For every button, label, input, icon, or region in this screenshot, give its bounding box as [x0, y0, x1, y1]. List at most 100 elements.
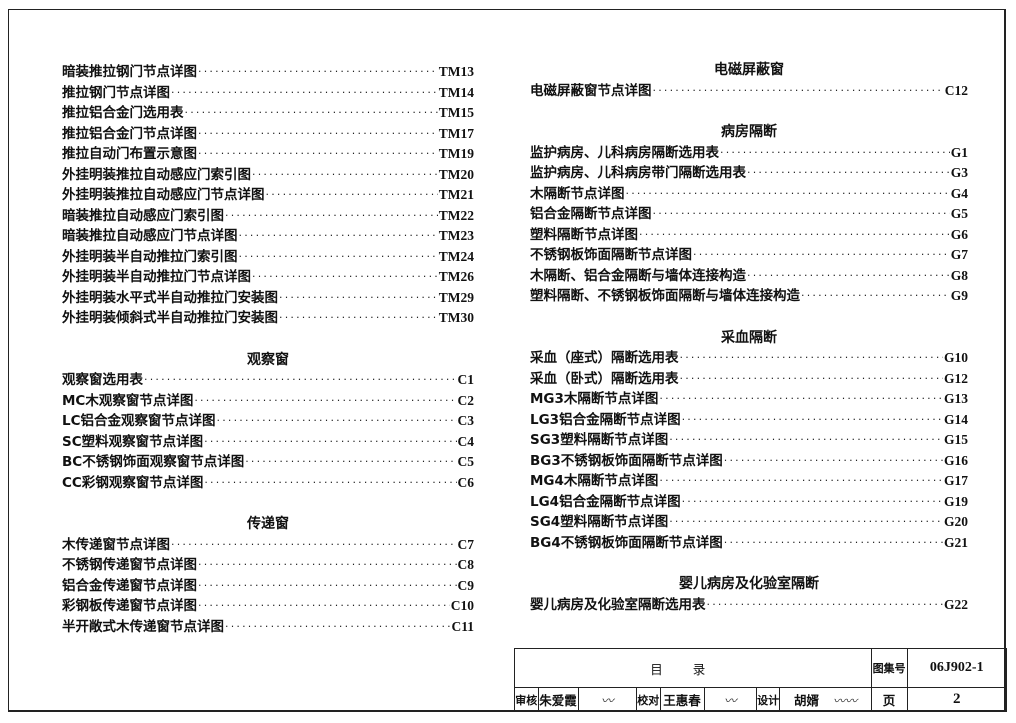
toc-entry: 暗装推拉自动感应门节点详图 ···························… — [62, 226, 474, 247]
dot-leader: ········································… — [747, 268, 950, 282]
toc-entry-title: BG3不锈钢板饰面隔断节点详图 — [530, 452, 723, 469]
toc-entry-title: 木传递窗节点详图 — [62, 536, 170, 553]
toc-entry-page: G17 — [943, 473, 968, 488]
dot-leader: ········································… — [245, 455, 456, 468]
toc-entry-page: TM13 — [438, 64, 474, 79]
toc-entry-title: 木隔断节点详图 — [530, 185, 625, 202]
toc-entry: BG3不锈钢板饰面隔断节点详图 ·························… — [530, 451, 968, 472]
dot-leader: ········································… — [693, 248, 950, 261]
toc-entry: 推拉钢门节点详图 ································… — [62, 83, 474, 104]
dot-leader: ········································… — [204, 434, 457, 448]
toc-entry-page: C2 — [457, 392, 475, 408]
toc-entry-page: G9 — [950, 288, 968, 303]
toc-entry-page: TM29 — [438, 289, 474, 305]
dot-leader: ········································… — [225, 208, 438, 222]
toc-entry-title: MG4木隔断节点详图 — [530, 473, 659, 489]
section-heading: 采血隔断 — [721, 329, 777, 346]
dot-leader: ········································… — [198, 558, 457, 571]
toc-entry-page: G13 — [943, 391, 968, 406]
dot-leader: ········································… — [198, 599, 450, 612]
toc-entry: 推拉铝合金门选用表 ·······························… — [62, 103, 474, 124]
dot-leader: ········································… — [198, 147, 438, 160]
toc-entry: 塑料隔断节点详图 ································… — [530, 225, 968, 246]
toc-entry-title: 采血（座式）隔断选用表 — [530, 350, 679, 366]
toc-entry: 铝合金传递窗节点详图 ······························… — [62, 576, 474, 597]
toc-entry: 外挂明装半自动推拉门节点详图 ··························… — [62, 267, 474, 288]
toc-entry-page: G14 — [943, 411, 968, 427]
toc-entry-page: C3 — [457, 413, 475, 428]
dot-leader: ········································… — [198, 578, 457, 592]
dot-leader: ········································… — [171, 85, 438, 99]
toc-entry-page: G20 — [943, 514, 968, 529]
toc-entry-page: G21 — [943, 534, 968, 550]
dot-leader: ········································… — [723, 453, 943, 467]
title-block: 目录 图集号 06J902-1 审核 朱爱霞 〰 校对 王惠春 〰 设计 胡婿〰… — [514, 648, 1007, 712]
toc-entry-page: TM23 — [438, 228, 474, 243]
dot-leader: ········································… — [252, 270, 438, 283]
toc-entry: SG4塑料隔断节点详图 ·····························… — [530, 512, 968, 533]
review-label: 审核 — [514, 687, 539, 712]
dot-leader: ········································… — [723, 535, 943, 549]
page-label: 页 — [870, 687, 908, 712]
toc-entry-title: BG4不锈钢板饰面隔断节点详图 — [530, 534, 723, 551]
toc-entry-title: 暗装推拉自动感应门节点详图 — [62, 228, 238, 244]
toc-entry: LG3铝合金隔断节点详图 ····························… — [530, 410, 968, 431]
drawing-frame — [8, 9, 1006, 712]
dot-leader: ········································… — [679, 351, 943, 364]
section-heading: 电磁屏蔽窗 — [714, 62, 784, 78]
toc-entry: 铝合金隔断节点详图 ·······························… — [530, 204, 968, 225]
toc-entry-page: C8 — [457, 557, 475, 572]
checker-name: 王惠春 — [659, 687, 705, 712]
document-title: 目录 — [514, 648, 872, 688]
toc-entry: 彩钢板传递窗节点详图 ······························… — [62, 596, 474, 617]
toc-entry: 木传递窗节点详图 ································… — [62, 535, 474, 556]
toc-entry-title: 塑料隔断节点详图 — [530, 226, 638, 243]
toc-entry: 推拉自动门布置示意图 ······························… — [62, 144, 474, 165]
check-label: 校对 — [635, 687, 661, 712]
dot-leader: ········································… — [669, 515, 943, 528]
dot-leader: ········································… — [265, 188, 438, 201]
toc-entry-page: G7 — [950, 247, 968, 262]
toc-entry: 观察窗选用表 ··································… — [62, 370, 474, 391]
toc-entry-page: TM15 — [438, 105, 474, 120]
toc-entry: 塑料隔断、不锈钢板饰面隔断与墙体连接构造 ····················… — [530, 286, 968, 307]
toc-entry: LC铝合金观察窗节点详图 ····························… — [62, 411, 474, 432]
toc-entry-page: TM14 — [438, 84, 474, 100]
dot-leader: ········································… — [171, 537, 457, 551]
toc-left-column: 暗装推拉钢门节点详图 ······························… — [62, 62, 474, 637]
toc-entry: MC木观察窗节点详图 ······························… — [62, 391, 474, 412]
toc-entry-title: SG4塑料隔断节点详图 — [530, 514, 669, 530]
dot-leader: ········································… — [225, 619, 450, 633]
toc-entry: 婴儿病房及化验室隔断选用表 ···························… — [530, 595, 968, 616]
dot-leader: ········································… — [706, 597, 943, 611]
dot-leader: ········································… — [679, 371, 943, 385]
toc-entry: 暗装推拉钢门节点详图 ······························… — [62, 62, 474, 83]
dot-leader: ········································… — [669, 433, 943, 446]
toc-entry-title: MC木观察窗节点详图 — [62, 392, 194, 409]
toc-entry: 外挂明装倾斜式半自动推拉门安装图 ························… — [62, 308, 474, 329]
toc-entry-title: 推拉铝合金门节点详图 — [62, 125, 197, 142]
atlas-number-label: 图集号 — [870, 648, 908, 688]
toc-entry-title: 监护病房、儿科病房带门隔断选用表 — [530, 165, 746, 181]
dot-leader: ········································… — [801, 289, 950, 302]
toc-entry-page: G22 — [943, 596, 968, 612]
toc-entry-title: 观察窗选用表 — [62, 372, 143, 388]
toc-entry-page: TM19 — [438, 146, 474, 161]
toc-entry: 推拉铝合金门节点详图 ······························… — [62, 124, 474, 145]
toc-entry-page: C9 — [457, 577, 475, 593]
toc-entry: 采血（座式）隔断选用表 ·····························… — [530, 348, 968, 369]
dot-leader: ········································… — [652, 207, 950, 220]
dot-leader: ········································… — [720, 145, 950, 159]
toc-entry-title: 外挂明装半自动推拉门节点详图 — [62, 269, 251, 285]
toc-entry-title: 塑料隔断、不锈钢板饰面隔断与墙体连接构造 — [530, 288, 800, 304]
toc-entry-page: TM22 — [438, 207, 474, 223]
toc-entry-page: G1 — [950, 144, 968, 160]
toc-entry: 木隔断节点详图 ·································… — [530, 184, 968, 205]
dot-leader: ········································… — [238, 229, 438, 242]
toc-entry-title: BC不锈钢饰面观察窗节点详图 — [62, 454, 245, 470]
dot-leader: ········································… — [184, 106, 438, 119]
toc-entry-title: 暗装推拉自动感应门索引图 — [62, 207, 224, 224]
reviewer-name: 朱爱霞 — [537, 687, 579, 712]
toc-entry: LG4铝合金隔断节点详图 ····························… — [530, 492, 968, 513]
toc-entry-page: G16 — [943, 452, 968, 468]
